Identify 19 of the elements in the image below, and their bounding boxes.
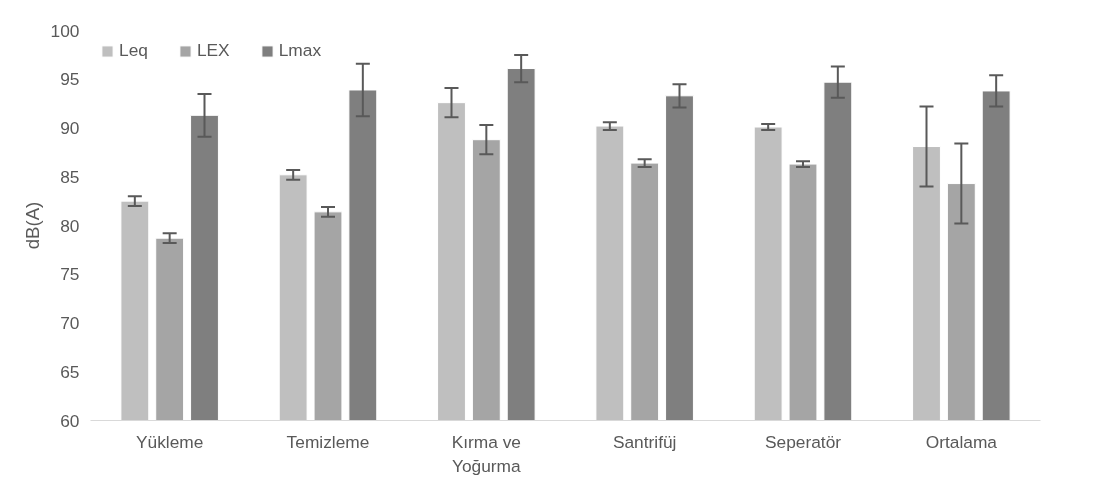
y-tick-label: 100 bbox=[50, 20, 80, 41]
legend-label: Lmax bbox=[278, 40, 322, 61]
legend-label: LEX bbox=[196, 40, 230, 61]
y-tick-label: 65 bbox=[60, 361, 80, 382]
x-tick-label: Santrifüj bbox=[612, 431, 677, 452]
y-tick-label: 60 bbox=[60, 410, 80, 431]
x-tick-label: Temizleme bbox=[286, 431, 370, 452]
y-tick-label: 85 bbox=[60, 166, 80, 187]
x-tick-label: Seperatör bbox=[764, 431, 842, 452]
y-tick-label: 70 bbox=[60, 313, 80, 333]
x-tick-label: Yükleme bbox=[135, 431, 204, 452]
x-tick-label: Ortalama bbox=[925, 431, 998, 452]
y-tick-label: 95 bbox=[60, 69, 80, 90]
x-tick-label: Kırma ve Yoğurma bbox=[451, 431, 522, 476]
y-tick-label: 90 bbox=[60, 118, 80, 138]
legend-label: Leq bbox=[119, 40, 148, 61]
y-axis-title: dB(A) bbox=[21, 201, 43, 250]
y-tick-label: 75 bbox=[60, 264, 80, 285]
y-tick-label: 80 bbox=[60, 215, 80, 236]
